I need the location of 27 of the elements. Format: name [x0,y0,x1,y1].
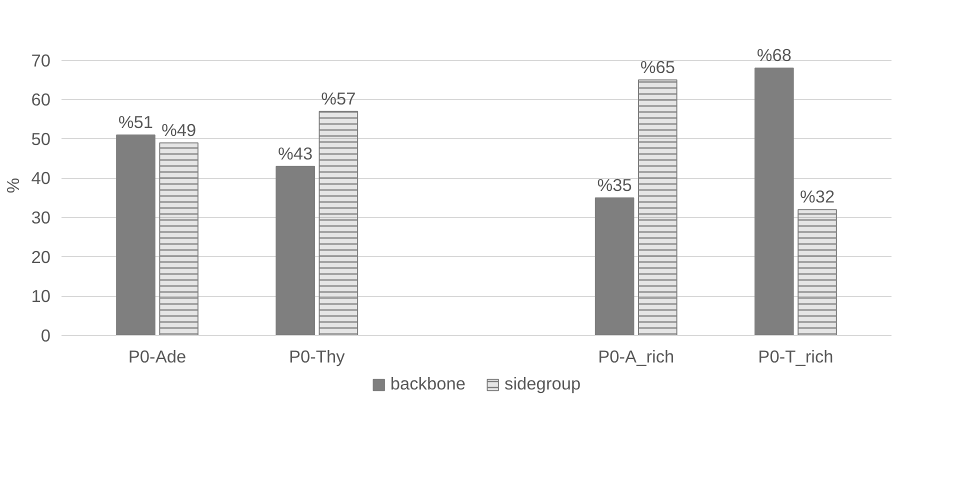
x-tick-label: P0-A_rich [598,346,674,366]
data-label: %43 [278,143,313,164]
y-tick-label: 10 [31,286,51,306]
data-label: %35 [597,174,632,195]
data-label: %65 [640,56,676,77]
data-label: %32 [800,186,835,207]
y-tick-label: 30 [31,208,51,228]
y-tick-label: 20 [31,246,51,267]
legend-label: backbone [390,374,466,394]
bar [594,197,634,336]
x-tick-label: P0-Thy [288,346,346,366]
bar [276,166,315,336]
y-axis-title: % [3,178,24,194]
y-tick-label: 70 [31,50,51,70]
data-label: %57 [321,88,356,108]
data-label: %51 [118,112,154,132]
y-tick-label: 0 [40,326,51,346]
legend-label: sidegroup [504,374,581,394]
y-tick-label: 60 [31,90,51,110]
data-label: %68 [756,45,792,66]
y-tick-label: 50 [31,128,51,149]
bar [116,134,156,336]
x-tick-label: P0-T_rich [758,346,834,366]
x-tick-label: P0-Ade [128,346,186,366]
y-tick-label: 40 [31,168,51,188]
bar [754,68,794,336]
data-label: %49 [161,120,196,140]
